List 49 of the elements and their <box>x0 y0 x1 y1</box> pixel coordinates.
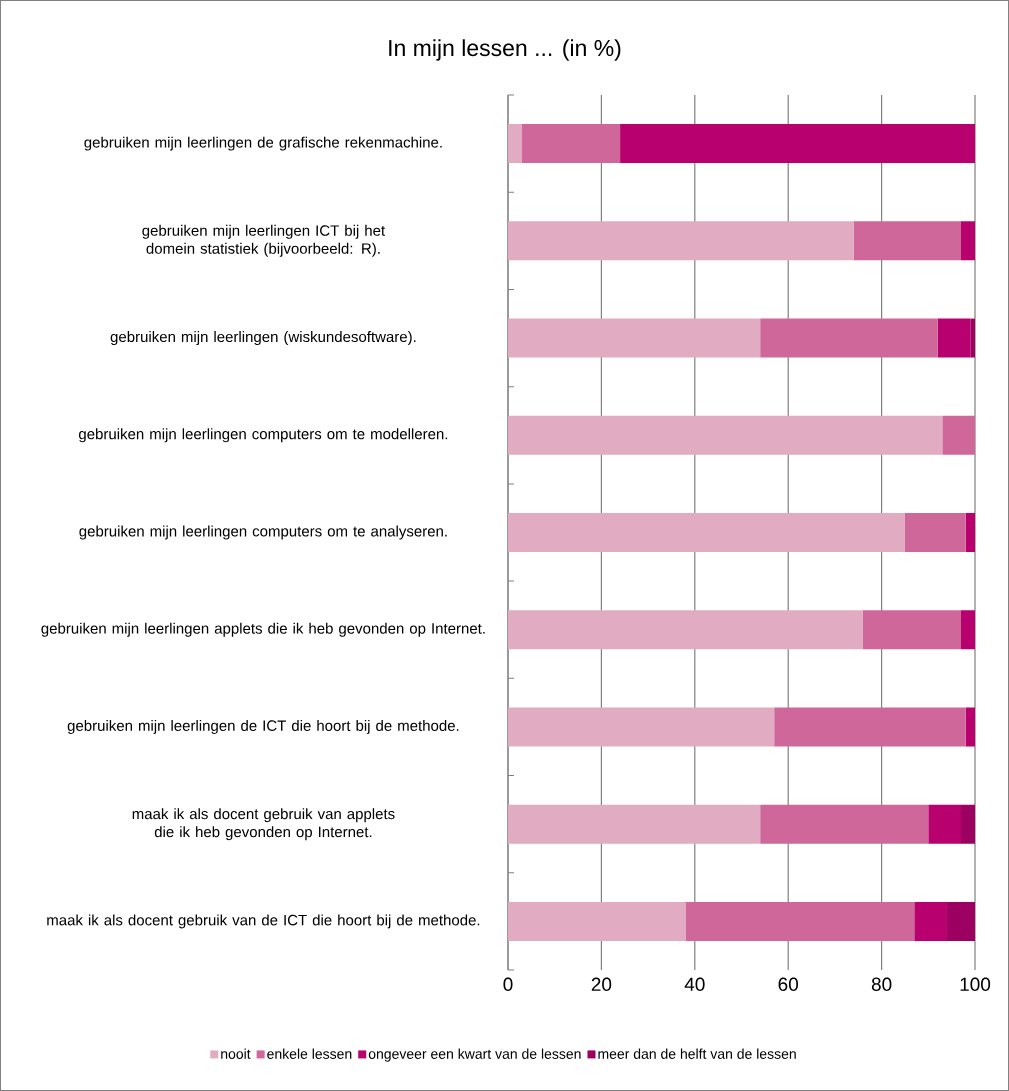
legend-label: ongeveer een kwart van de lessen <box>368 1048 581 1062</box>
bar <box>928 804 961 844</box>
bar <box>961 804 976 844</box>
y-tick-label: maak ik als docent gebruik van de ICT die hoort bij de methode. <box>47 914 480 929</box>
bar <box>961 221 976 261</box>
bar <box>508 707 775 747</box>
y-tick-label: gebruiken mijn leerlingen computers om te analyseren. <box>79 525 447 540</box>
bar <box>508 124 523 164</box>
bar <box>961 610 976 650</box>
bar <box>508 610 863 650</box>
legend-label: meer dan de helft van de lessen <box>598 1048 796 1059</box>
bar <box>620 124 976 164</box>
bar <box>965 513 976 553</box>
bar <box>862 610 961 650</box>
legend-label: nooit <box>221 1048 251 1059</box>
x-tick-label: 60 <box>778 977 799 991</box>
bar <box>904 513 966 553</box>
bar <box>965 707 976 747</box>
bar <box>937 318 971 358</box>
bar <box>508 513 905 553</box>
x-tick-label: 20 <box>591 977 612 991</box>
y-tick-label: maak ik als docent gebruik van applets die ik heb gevonden op Internet. <box>132 808 395 841</box>
bar <box>508 221 854 261</box>
bar <box>760 804 929 844</box>
legend-label: enkele lessen <box>267 1048 352 1059</box>
x-tick-label: 0 <box>503 977 513 991</box>
bar <box>774 707 966 747</box>
y-tick-label: gebruiken mijn leerlingen applets die ik heb gevonden op Internet. <box>41 622 485 637</box>
x-tick-label: 80 <box>871 977 892 991</box>
y-tick-label: gebruiken mijn leerlingen computers om te modelleren. <box>79 428 448 443</box>
bar <box>942 415 976 455</box>
x-tick-label: 100 <box>960 977 991 991</box>
bar <box>946 901 976 941</box>
bar <box>522 124 621 164</box>
bar <box>685 901 915 941</box>
y-tick-label: gebruiken mijn leerlingen de ICT die hoort bij de methode. <box>67 719 459 734</box>
bar <box>914 901 947 941</box>
chart-title: In mijn lessen ... (in %) <box>389 39 621 61</box>
y-tick-label: gebruiken mijn leerlingen de grafische rekenmachine. <box>84 136 442 151</box>
bar <box>970 318 976 358</box>
bar <box>508 318 761 358</box>
x-tick-label: 40 <box>684 977 705 991</box>
bar <box>508 901 686 941</box>
y-tick-label: gebruiken mijn leerlingen ICT bij het domein statistiek (bijvoorbeeld: R). <box>142 224 386 257</box>
bar <box>508 415 943 455</box>
bar <box>853 221 961 261</box>
bar <box>760 318 938 358</box>
bar <box>508 804 761 844</box>
y-tick-label: gebruiken mijn leerlingen (wiskundesoftware). <box>110 331 416 346</box>
